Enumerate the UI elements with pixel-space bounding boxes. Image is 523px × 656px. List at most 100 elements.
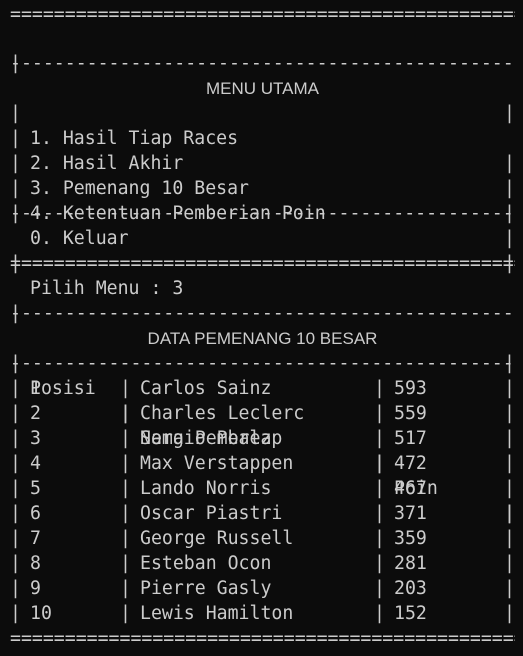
- cell-posisi: 10: [30, 603, 52, 624]
- cell-poin: 281: [394, 553, 427, 574]
- menu-prompt-row[interactable]: | Pilih Menu : 3: [10, 226, 515, 299]
- border-bar: |: [10, 603, 21, 624]
- column-header-posisi: Posisi: [30, 378, 96, 399]
- border-bar: |: [504, 378, 515, 399]
- border-bar: |: [120, 553, 131, 574]
- border-bar: |: [504, 178, 515, 199]
- cell-nama: Pierre Gasly: [140, 578, 272, 599]
- menu-item-label: 2. Hasil Akhir: [30, 153, 184, 174]
- cell-poin: 467: [394, 478, 427, 499]
- border-bar: |: [10, 203, 21, 224]
- cell-nama: Esteban Ocon: [140, 553, 272, 574]
- cell-poin: 517: [394, 428, 427, 449]
- cell-poin: 152: [394, 603, 427, 624]
- border-bar: |: [504, 603, 515, 624]
- cell-posisi: 6: [30, 503, 41, 524]
- border-bar: |: [120, 403, 131, 424]
- menu-item-label: 4. Ketentuan Pemberian Poin: [30, 203, 326, 224]
- cell-posisi: 1: [30, 378, 41, 399]
- border-bar: |: [10, 503, 21, 524]
- cell-nama: Lando Norris: [140, 478, 272, 499]
- double-rule: ========================================…: [10, 4, 515, 25]
- border-bar: |: [504, 203, 515, 224]
- border-bar: |: [120, 503, 131, 524]
- border-bar: |: [10, 553, 21, 574]
- cell-poin: 359: [394, 528, 427, 549]
- terminal-window: ========================================…: [10, 0, 515, 656]
- border-bar: |: [10, 178, 21, 199]
- border-bar: |: [10, 53, 21, 74]
- border-bar: |: [10, 153, 21, 174]
- cell-poin: 203: [394, 578, 427, 599]
- border-bar: |: [10, 403, 21, 424]
- border-bar: |: [504, 553, 515, 574]
- cell-posisi: 5: [30, 478, 41, 499]
- border-bar: |: [120, 603, 131, 624]
- cell-posisi: 9: [30, 578, 41, 599]
- border-bar: |: [504, 453, 515, 474]
- border-bar: |: [374, 478, 385, 499]
- cell-nama: Lewis Hamilton: [140, 603, 294, 624]
- double-rule: ========================================…: [10, 628, 515, 649]
- cell-nama: George Russell: [140, 528, 294, 549]
- table-row: | 4 | Max Verstappen | 472 |: [10, 451, 515, 476]
- table-row: | 9 | Pierre Gasly | 203 |: [10, 576, 515, 601]
- menu-item-label: 1. Hasil Tiap Races: [30, 128, 239, 149]
- cell-nama: Sergio Perez: [140, 428, 272, 449]
- border-bar: |: [374, 503, 385, 524]
- border-bar: |: [120, 403, 131, 424]
- cell-nama: Oscar Piastri: [140, 503, 283, 524]
- double-rule: ========================================…: [10, 253, 515, 274]
- menu-prompt[interactable]: Pilih Menu : 3: [30, 278, 184, 299]
- table-row: | 7 | George Russell | 359 |: [10, 526, 515, 551]
- border-bar: |: [374, 603, 385, 624]
- menu-item: | 2. Hasil Akhir |: [10, 101, 515, 199]
- border-bar: |: [374, 553, 385, 574]
- border-bar: |: [504, 403, 515, 424]
- border-bar: |: [374, 378, 385, 399]
- menu-item: | 4. Ketentuan Pemberian Poin |: [10, 151, 515, 249]
- border-bar: |: [374, 453, 385, 474]
- menu-item: | 3. Pemenang 10 Besar |: [10, 126, 515, 224]
- border-bar: |: [10, 528, 21, 549]
- border-bar: |: [10, 428, 21, 449]
- border-bar: |: [10, 103, 21, 124]
- table-title-row: | DATA PEMENANG 10 BESAR |: [10, 276, 515, 374]
- table-row: | 5 | Lando Norris | 467 |: [10, 476, 515, 501]
- table-row: | 8 | Esteban Ocon | 281 |: [10, 551, 515, 576]
- border-bar: |: [504, 103, 515, 124]
- border-bar: |: [504, 353, 515, 374]
- border-bar: |: [504, 503, 515, 524]
- table-row: | 3 | Sergio Perez | 517 |: [10, 426, 515, 451]
- border-bar: |: [10, 453, 21, 474]
- cell-poin: 472: [394, 453, 427, 474]
- table-row: | 6 | Oscar Piastri | 371 |: [10, 501, 515, 526]
- border-bar: |: [10, 378, 21, 399]
- border-bar: |: [374, 528, 385, 549]
- border-bar: |: [120, 528, 131, 549]
- border-bar: |: [10, 478, 21, 499]
- cell-poin: 593: [394, 378, 427, 399]
- border-bar: |: [504, 428, 515, 449]
- border-bar: |: [120, 578, 131, 599]
- border-bar: |: [374, 453, 385, 474]
- menu-item: | 1. Hasil Tiap Races |: [10, 76, 515, 174]
- single-rule: ----------------------------------------…: [10, 303, 515, 324]
- border-bar: |: [504, 503, 515, 524]
- border-bar: |: [120, 453, 131, 474]
- border-bar: |: [10, 353, 21, 374]
- menu-item: | 0. Keluar |: [10, 176, 515, 274]
- cell-poin: 371: [394, 503, 427, 524]
- table-row: | 1 | Carlos Sainz | 593 |: [10, 376, 515, 401]
- column-header-poin: Poin: [394, 478, 438, 499]
- cell-posisi: 3: [30, 428, 41, 449]
- cell-posisi: 2: [30, 403, 41, 424]
- border-bar: |: [10, 253, 21, 274]
- border-bar: |: [504, 253, 515, 274]
- single-rule: ----------------------------------------…: [10, 53, 515, 74]
- border-bar: |: [504, 528, 515, 549]
- border-bar: |: [374, 578, 385, 599]
- table-row: | 10 | Lewis Hamilton | 152 |: [10, 601, 515, 626]
- border-bar: |: [504, 578, 515, 599]
- single-rule: ----------------------------------------…: [10, 353, 515, 374]
